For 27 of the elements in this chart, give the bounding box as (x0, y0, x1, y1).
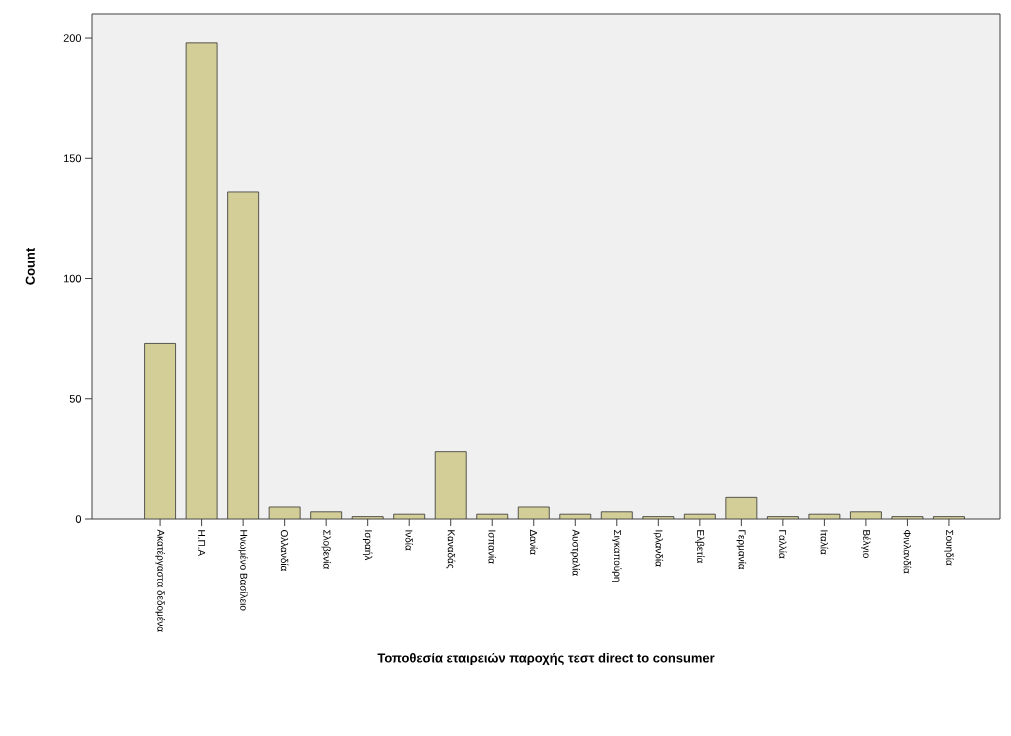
x-tick-label: Σλοβενία (321, 530, 331, 569)
y-tick-label: 150 (64, 154, 82, 163)
x-axis-title: Τοποθεσία εταιρειών παροχής τεστ direct to consumer (377, 652, 715, 666)
y-tick-label: 0 (75, 515, 82, 523)
x-tick-label: Γαλλία (779, 530, 787, 559)
x-tick-label: Ηνωμένο Βασίλειο (238, 530, 248, 611)
x-tick-label: Ακατέργαστα δεδομένα (155, 529, 165, 632)
x-tick-label: Ιταλία (820, 530, 829, 555)
x-tick-label: Σουηδία (944, 530, 954, 566)
y-tick-label: 200 (63, 34, 82, 42)
x-tick-label: Φινλανδία (903, 530, 912, 574)
y-tick-label: 50 (69, 394, 82, 403)
x-tick-label: Ινδία (405, 530, 414, 551)
x-tick-label: Ολλανδία (280, 529, 289, 572)
x-tick-label: Ελβετία (695, 530, 705, 563)
x-tick-label: Βέλγιο (861, 530, 871, 558)
x-tick-label: Ισραήλ (362, 530, 373, 561)
x-tick-label: Δανία (529, 529, 538, 555)
x-tick-label: Γερμανία (736, 530, 747, 570)
x-tick-label: Ιρλανδία (653, 530, 664, 567)
x-tick-label: Ισπανία (488, 530, 497, 564)
y-tick-label: 100 (64, 274, 82, 283)
x-tick-label: Σιγκαπούρη (612, 530, 622, 582)
y-axis-title: Count (25, 247, 35, 285)
x-tick-label: Αυστραλία (570, 529, 581, 576)
x-tick-label: Καναδάς (446, 530, 456, 569)
x-tick-label: Η.Π.Α (198, 530, 206, 557)
